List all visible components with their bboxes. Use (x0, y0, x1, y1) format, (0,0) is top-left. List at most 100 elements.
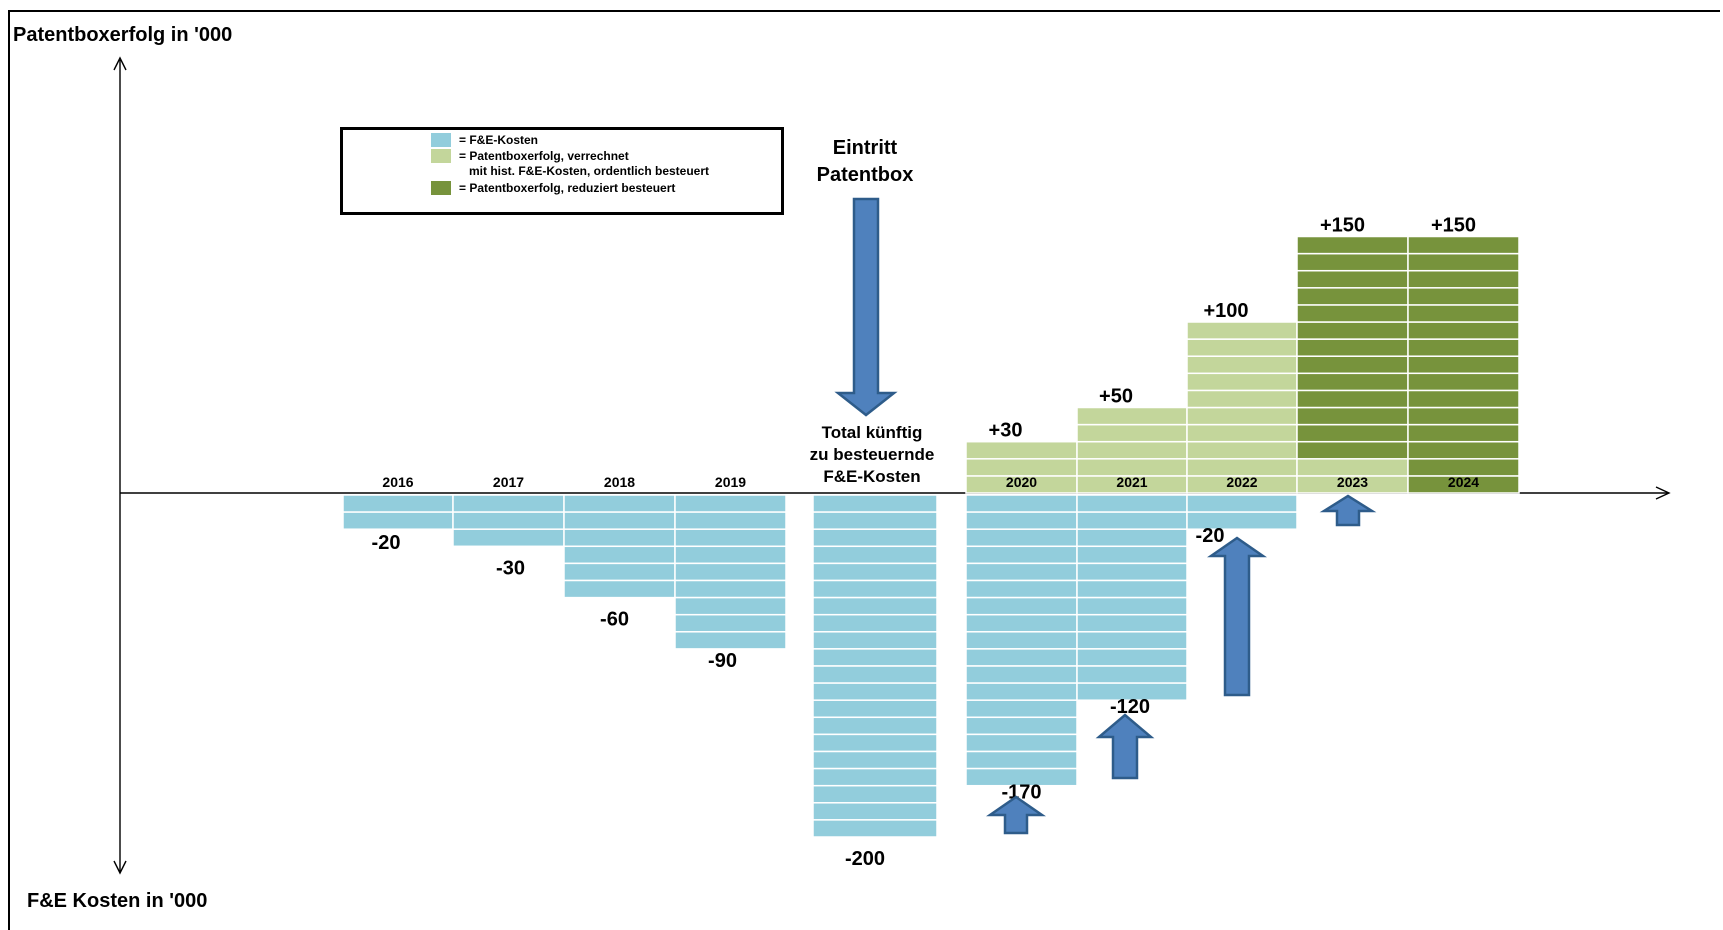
value-label-2019-neg: -90 (708, 650, 737, 672)
bar-segment-fe-kosten-2020-15 (965, 750, 1078, 770)
bar-segment-fe-kosten-2018-5 (563, 579, 676, 599)
annotation-total-line-2: F&E-Kosten (823, 467, 920, 486)
category-label-2021: 2021 (1116, 474, 1147, 490)
legend-item-fe-kosten: = F&E-Kosten (431, 133, 538, 148)
bar-segment-fe-kosten-2019-6 (674, 596, 787, 616)
legend-item-reduziert: = Patentboxerfolg, reduziert besteuert (431, 181, 675, 196)
bar-segment-reduziert-2024-12 (1407, 269, 1520, 289)
value-label-Total-neg: -200 (845, 848, 885, 870)
bar-segment-fe-kosten-Total-13 (812, 716, 938, 736)
bar-segment-fe-kosten-Total-1 (812, 511, 938, 530)
bar-segment-fe-kosten-2021-9 (1076, 648, 1188, 667)
bar-segment-fe-kosten-2021-11 (1076, 682, 1188, 701)
bar-segment-fe-kosten-2018-3 (563, 545, 676, 565)
bar-segment-fe-kosten-Total-10 (812, 665, 938, 684)
y-axis-title-negative: F&E Kosten in '000 (27, 890, 208, 912)
bar-segment-reduziert-2024-2 (1407, 440, 1520, 460)
bar-segment-verrechnet-2022-7 (1186, 355, 1298, 375)
bar-segment-fe-kosten-Total-6 (812, 596, 938, 616)
bar-segment-fe-kosten-Total-19 (812, 819, 938, 838)
value-label-2022-pos: +100 (1203, 300, 1248, 322)
bar-segment-reduziert-2024-8 (1407, 338, 1520, 357)
legend-item-verrechnet: = Patentboxerfolg, verrechnet mit hist. … (431, 149, 709, 179)
bar-segment-reduziert-2023-0 (1296, 440, 1409, 460)
annotation-total-line-0: Total künftig (822, 423, 923, 442)
bar-segment-reduziert-2023-11 (1296, 252, 1409, 272)
bar-segment-fe-kosten-2020-16 (965, 767, 1078, 787)
bar-segment-fe-kosten-Total-14 (812, 733, 938, 753)
bar-segment-fe-kosten-2019-0 (674, 494, 787, 513)
bar-segment-verrechnet-2022-9 (1186, 321, 1298, 340)
bar-segment-reduziert-2024-11 (1407, 287, 1520, 306)
bar-segment-reduziert-2023-4 (1296, 372, 1409, 392)
chart-frame (8, 10, 1720, 930)
bar-segment-reduziert-2024-7 (1407, 355, 1520, 375)
category-label-2024: 2024 (1448, 474, 1479, 490)
chart-legend: = F&E-Kosten = Patentboxerfolg, verrechn… (340, 127, 784, 215)
bar-segment-fe-kosten-2019-2 (674, 528, 787, 548)
y-axis-arrowhead-up (113, 56, 127, 71)
arrow-up-2023 (1319, 494, 1377, 527)
bar-segment-fe-kosten-2021-10 (1076, 665, 1188, 684)
annotation-eintritt-line-1: Patentbox (817, 164, 914, 186)
value-label-2016-neg: -20 (372, 532, 401, 554)
bar-segment-fe-kosten-2020-9 (965, 648, 1078, 667)
value-label-2020-neg: -170 (1001, 782, 1041, 804)
bar-segment-verrechnet-2020-2 (965, 440, 1078, 460)
bar-segment-fe-kosten-2020-1 (965, 511, 1078, 530)
bar-segment-fe-kosten-Total-4 (812, 562, 938, 582)
bar-segment-reduziert-2024-5 (1407, 389, 1520, 409)
bar-segment-fe-kosten-2020-11 (965, 682, 1078, 701)
bar-segment-fe-kosten-2021-0 (1076, 494, 1188, 513)
bar-segment-fe-kosten-2018-4 (563, 562, 676, 582)
bar-segment-fe-kosten-2021-7 (1076, 613, 1188, 633)
bar-segment-reduziert-2023-12 (1296, 235, 1409, 255)
arrow-up-2020 (985, 795, 1047, 835)
bar-segment-verrechnet-2021-4 (1076, 406, 1188, 426)
bar-segment-fe-kosten-2019-4 (674, 562, 787, 582)
annotation-total-line-1: zu besteuernde (810, 445, 935, 464)
bar-segment-fe-kosten-2021-4 (1076, 562, 1188, 582)
value-label-2020-pos: +30 (989, 420, 1023, 442)
y-axis-title-positive: Patentboxerfolg in '000 (13, 24, 233, 46)
legend-label-verrechnet: = Patentboxerfolg, verrechnet mit hist. … (459, 149, 710, 178)
bar-segment-reduziert-2023-8 (1296, 304, 1409, 323)
bar-segment-fe-kosten-2021-2 (1076, 528, 1188, 548)
bar-segment-fe-kosten-2018-2 (563, 528, 676, 548)
bar-segment-fe-kosten-2020-14 (965, 733, 1078, 753)
value-label-2021-pos: +50 (1099, 386, 1133, 408)
bar-segment-reduziert-2023-2 (1296, 406, 1409, 426)
bar-segment-verrechnet-2022-6 (1186, 372, 1298, 392)
bar-segment-reduziert-2023-3 (1296, 389, 1409, 409)
bar-segment-fe-kosten-2022-0 (1186, 494, 1298, 513)
bar-segment-fe-kosten-2021-5 (1076, 579, 1188, 599)
bar-segment-reduziert-2023-6 (1296, 338, 1409, 357)
bar-segment-reduziert-2023-5 (1296, 355, 1409, 375)
category-label-2018: 2018 (604, 474, 635, 490)
value-label-2024-pos: +150 (1431, 215, 1476, 237)
bar-segment-fe-kosten-2020-2 (965, 528, 1078, 548)
arrow-up-2021 (1095, 713, 1155, 780)
bar-segment-fe-kosten-2019-3 (674, 545, 787, 565)
bar-segment-fe-kosten-2017-2 (452, 528, 565, 548)
bar-segment-verrechnet-2022-5 (1186, 389, 1298, 409)
arrow-eintritt-patentbox (834, 197, 898, 417)
bar-segment-fe-kosten-2020-13 (965, 716, 1078, 736)
bar-segment-fe-kosten-2019-5 (674, 579, 787, 599)
value-label-2021-neg: -120 (1110, 696, 1150, 718)
bar-segment-fe-kosten-2016-1 (342, 511, 454, 530)
category-label-2017: 2017 (493, 474, 524, 490)
bar-segment-reduziert-2023-1 (1296, 423, 1409, 443)
bar-segment-fe-kosten-Total-5 (812, 579, 938, 599)
bar-segment-fe-kosten-Total-8 (812, 631, 938, 650)
bar-segment-fe-kosten-Total-2 (812, 528, 938, 548)
category-label-2020: 2020 (1006, 474, 1037, 490)
bar-segment-fe-kosten-Total-17 (812, 784, 938, 804)
value-label-2023-pos: +150 (1320, 215, 1365, 237)
bar-segment-verrechnet-2021-2 (1076, 440, 1188, 460)
bar-segment-fe-kosten-2020-0 (965, 494, 1078, 513)
bar-segment-fe-kosten-2022-1 (1186, 511, 1298, 530)
bar-segment-reduziert-2024-9 (1407, 321, 1520, 340)
bar-segment-fe-kosten-Total-7 (812, 613, 938, 633)
